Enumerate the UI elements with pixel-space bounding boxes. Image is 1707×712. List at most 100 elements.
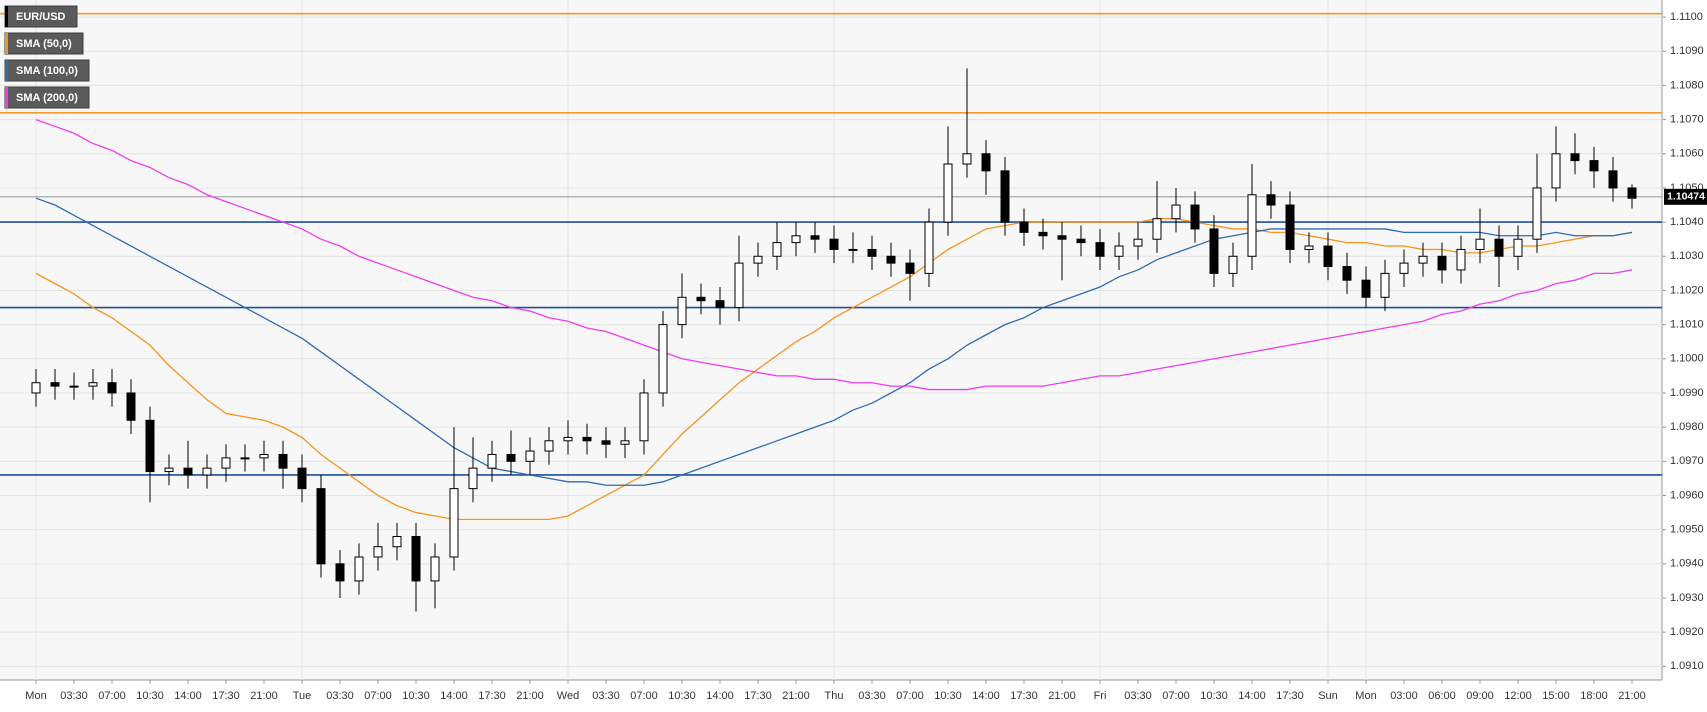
candle-body [430, 556, 440, 582]
x-tick-label: 03:30 [326, 690, 354, 702]
x-tick-label: 21:00 [782, 690, 810, 702]
legend-label: SMA (100,0) [16, 65, 78, 77]
candle-body [1038, 231, 1048, 237]
candle-body [373, 546, 383, 558]
legend-entry: SMA (200,0) [4, 86, 90, 109]
y-tick-label: 1.0980 [1670, 421, 1704, 433]
candle-body [202, 467, 212, 476]
y-tick-label: 1.0920 [1670, 626, 1704, 638]
x-tick-label: 06:00 [1428, 690, 1456, 702]
candle-body [563, 436, 573, 442]
x-tick-label: Fri [1094, 690, 1107, 702]
sma-line [35, 218, 1633, 521]
candle-body [487, 453, 497, 469]
candle-body [145, 419, 155, 473]
candle-body [449, 488, 459, 558]
candle-body [69, 385, 79, 388]
candle-body [791, 235, 801, 244]
candle-body [126, 392, 136, 421]
x-tick-label: 15:00 [1542, 690, 1570, 702]
last-price-label: 1.10474 [1667, 191, 1705, 203]
x-tick-label: 17:30 [744, 690, 772, 702]
legend-swatch [5, 6, 8, 27]
x-tick-label: Mon [1355, 690, 1376, 702]
x-tick-label: Thu [825, 690, 844, 702]
candle-body [221, 457, 231, 469]
candle-body [259, 453, 269, 459]
y-tick-label: 1.0970 [1670, 455, 1704, 467]
candle-body [924, 221, 934, 274]
candle-body [1057, 235, 1067, 240]
x-tick-label: 14:00 [972, 690, 1000, 702]
candle-body [278, 453, 288, 469]
candle-body [1285, 204, 1295, 250]
y-tick-label: 1.1040 [1670, 216, 1704, 228]
candle-body [354, 556, 364, 582]
candle-body [886, 255, 896, 264]
candle-body [1551, 153, 1561, 189]
candle-body [1095, 242, 1105, 257]
candle-body [1076, 238, 1086, 244]
x-tick-label: 07:00 [364, 690, 392, 702]
candle-body [1418, 255, 1428, 264]
candle-body [1266, 194, 1276, 206]
candle-body [753, 255, 763, 264]
candle-body [544, 440, 554, 452]
candle-body [1494, 238, 1504, 257]
candle-body [601, 440, 611, 445]
candle-body [772, 242, 782, 257]
legend-swatch [5, 60, 8, 81]
x-tick-label: 14:00 [174, 690, 202, 702]
x-tick-label: 03:30 [60, 690, 88, 702]
candle-body [1019, 221, 1029, 233]
x-tick-label: 21:00 [1618, 690, 1646, 702]
candle-body [943, 163, 953, 223]
candle-body [658, 324, 668, 394]
y-tick-label: 1.1090 [1670, 45, 1704, 57]
candle-body [1380, 272, 1390, 298]
x-tick-label: 10:30 [934, 690, 962, 702]
candle-body [1000, 170, 1010, 223]
candle-body [1532, 187, 1542, 240]
candle-body [164, 467, 174, 473]
candle-body [734, 262, 744, 309]
x-tick-label: 17:30 [212, 690, 240, 702]
y-tick-label: 1.1010 [1670, 319, 1704, 331]
candle-body [411, 535, 421, 582]
candle-body [1456, 248, 1466, 271]
x-tick-label: 14:00 [1238, 690, 1266, 702]
candle-body [107, 382, 117, 394]
x-tick-label: 21:00 [1048, 690, 1076, 702]
x-tick-label: 17:30 [1010, 690, 1038, 702]
candle-body [1152, 218, 1162, 240]
y-tick-label: 1.1080 [1670, 79, 1704, 91]
candle-body [1399, 262, 1409, 274]
x-tick-label: Wed [557, 690, 579, 702]
x-tick-label: 10:30 [402, 690, 430, 702]
y-tick-label: 1.1020 [1670, 284, 1704, 296]
candle-body [1589, 160, 1599, 172]
candle-body [1513, 238, 1523, 257]
x-tick-label: 21:00 [516, 690, 544, 702]
candle-body [677, 296, 687, 326]
x-tick-label: 07:00 [896, 690, 924, 702]
x-tick-label: 10:30 [1200, 690, 1228, 702]
y-tick-label: 1.0940 [1670, 558, 1704, 570]
candle-body [1190, 204, 1200, 230]
legend-label: SMA (50,0) [16, 38, 72, 50]
y-tick-label: 1.0930 [1670, 592, 1704, 604]
x-tick-label: 14:00 [440, 690, 468, 702]
candle-body [981, 153, 991, 172]
x-tick-label: 12:00 [1504, 690, 1532, 702]
legend-entry: EUR/USD [4, 5, 78, 28]
y-tick-label: 1.1060 [1670, 148, 1704, 160]
candle-body [506, 453, 516, 462]
candle-body [810, 235, 820, 240]
candle-body [1228, 255, 1238, 274]
legend-label: SMA (200,0) [16, 92, 78, 104]
y-tick-label: 1.1100 [1670, 11, 1703, 23]
x-tick-label: 10:30 [668, 690, 696, 702]
legend-swatch [5, 87, 8, 108]
